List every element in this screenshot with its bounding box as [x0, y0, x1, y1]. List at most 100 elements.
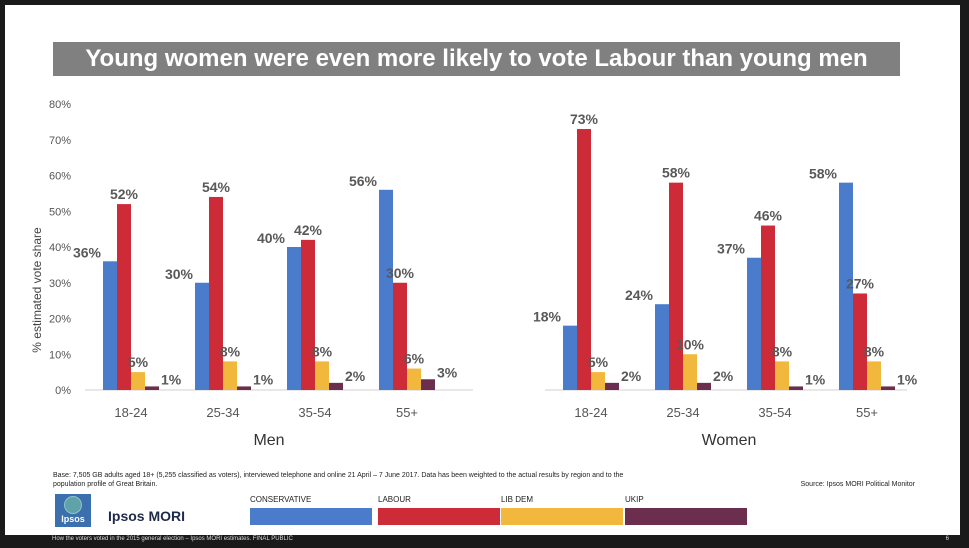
bar-ukip: [697, 382, 711, 390]
footnote: Base: 7,505 GB adults aged 18+ (5,255 cl…: [53, 472, 624, 488]
data-labels: 36% 52% 5% 1% 30% 54% 8% 1% 40% 42% 8% 2% 56% 30% 6% 3%…: [73, 111, 918, 387]
bar-lib-dem: [591, 372, 605, 390]
page-number: 6: [945, 536, 949, 542]
x-tick-label: 35-54: [758, 405, 791, 420]
data-label: 8%: [772, 343, 793, 359]
data-label: 37%: [717, 241, 746, 257]
legend-swatch: [501, 508, 623, 525]
y-tick-label: 60%: [49, 171, 71, 183]
data-label: 5%: [588, 354, 609, 370]
legend-item-ukip: UKIP: [625, 495, 747, 527]
y-tick-label: 20%: [49, 314, 71, 326]
y-tick-label: 10%: [49, 349, 71, 361]
bar-conservative: [103, 261, 117, 390]
data-label: 1%: [805, 371, 826, 387]
x-tick-label: 18-24: [114, 405, 147, 420]
bar-lib-dem: [683, 354, 697, 390]
data-label: 58%: [809, 166, 838, 182]
bar-lib-dem: [223, 361, 237, 390]
data-label: 6%: [404, 351, 425, 367]
bar-ukip: [329, 382, 343, 390]
data-label: 2%: [345, 368, 366, 384]
y-tick-label: 80%: [49, 99, 71, 111]
data-label: 18%: [533, 309, 562, 325]
ipsos-logo: Ipsos: [55, 494, 91, 527]
bar-labour: [669, 182, 683, 390]
slide: Young women were even more likely to vot…: [5, 5, 960, 535]
bar-labour: [577, 129, 591, 390]
bar-lib-dem: [315, 361, 329, 390]
bar-labour: [209, 196, 223, 390]
bar-lib-dem: [775, 361, 789, 390]
group-label: Women: [702, 432, 757, 449]
data-label: 73%: [570, 111, 599, 127]
x-tick-label: 25-34: [666, 405, 699, 420]
data-label: 5%: [128, 354, 149, 370]
bar-conservative: [195, 282, 209, 390]
data-label: 30%: [165, 266, 194, 282]
bar-ukip: [605, 382, 619, 390]
data-label: 56%: [349, 173, 378, 189]
y-tick-label: 50%: [49, 206, 71, 218]
bar-conservative: [379, 189, 393, 390]
bar-conservative: [655, 304, 669, 390]
bar-lib-dem: [407, 368, 421, 390]
bar-labour: [301, 239, 315, 390]
bar-labour: [393, 282, 407, 390]
data-label: 58%: [662, 165, 691, 181]
y-axis: 0% 10% 20% 30% 40% 50% 60% 70% 80%: [49, 99, 71, 397]
bar-conservative: [563, 325, 577, 390]
legend-label: LABOUR: [378, 495, 411, 504]
bar-ukip: [145, 386, 159, 390]
bar-chart: 0% 10% 20% 30% 40% 50% 60% 70% 80% 36% 52% 5% 1% 30%…: [30, 99, 918, 449]
legend-swatch: [250, 508, 372, 525]
data-label: 3%: [437, 364, 458, 380]
bar-ukip: [881, 386, 895, 390]
bar-labour: [761, 225, 775, 390]
data-label: 2%: [713, 368, 734, 384]
brand-name: Ipsos MORI: [108, 508, 186, 524]
bars: [103, 129, 895, 390]
legend-item-lib-dem: LIB DEM: [501, 495, 623, 527]
data-label: 54%: [202, 179, 231, 195]
legend-item-conservative: CONSERVATIVE: [250, 495, 372, 527]
group-label: Men: [253, 432, 284, 449]
footer-text: How the voters voted in the 2015 general…: [52, 536, 293, 542]
x-tick-label: 25-34: [206, 405, 239, 420]
data-label: 1%: [897, 371, 918, 387]
x-tick-label: 35-54: [298, 405, 331, 420]
y-tick-label: 70%: [49, 135, 71, 147]
data-label: 10%: [676, 336, 705, 352]
bar-ukip: [421, 379, 435, 390]
logo-text: Ipsos: [61, 514, 85, 524]
source-note: Source: Ipsos MORI Political Monitor: [800, 481, 915, 488]
data-label: 2%: [621, 368, 642, 384]
data-label: 42%: [294, 222, 323, 238]
legend-swatch: [378, 508, 500, 525]
data-label: 27%: [846, 275, 875, 291]
bar-labour: [853, 293, 867, 390]
data-label: 1%: [253, 371, 274, 387]
data-label: 8%: [312, 343, 333, 359]
y-tick-label: 30%: [49, 278, 71, 290]
legend-swatch: [625, 508, 747, 525]
bar-lib-dem: [867, 361, 881, 390]
logo-globe-icon: [64, 496, 82, 514]
x-tick-label: 55+: [396, 405, 418, 420]
legend-item-labour: LABOUR: [378, 495, 500, 527]
x-tick-label: 18-24: [574, 405, 607, 420]
data-label: 8%: [864, 343, 885, 359]
chart-title: Young women were even more likely to vot…: [85, 45, 868, 72]
data-label: 24%: [625, 287, 654, 303]
data-label: 40%: [257, 230, 286, 246]
bar-ukip: [789, 386, 803, 390]
y-tick-label: 40%: [49, 242, 71, 254]
bar-ukip: [237, 386, 251, 390]
data-label: 30%: [386, 265, 415, 281]
bar-lib-dem: [131, 372, 145, 390]
data-label: 8%: [220, 343, 241, 359]
title-bar: Young women were even more likely to vot…: [53, 42, 900, 76]
bar-conservative: [287, 247, 301, 390]
x-tick-label: 55+: [856, 405, 878, 420]
bar-conservative: [747, 257, 761, 390]
